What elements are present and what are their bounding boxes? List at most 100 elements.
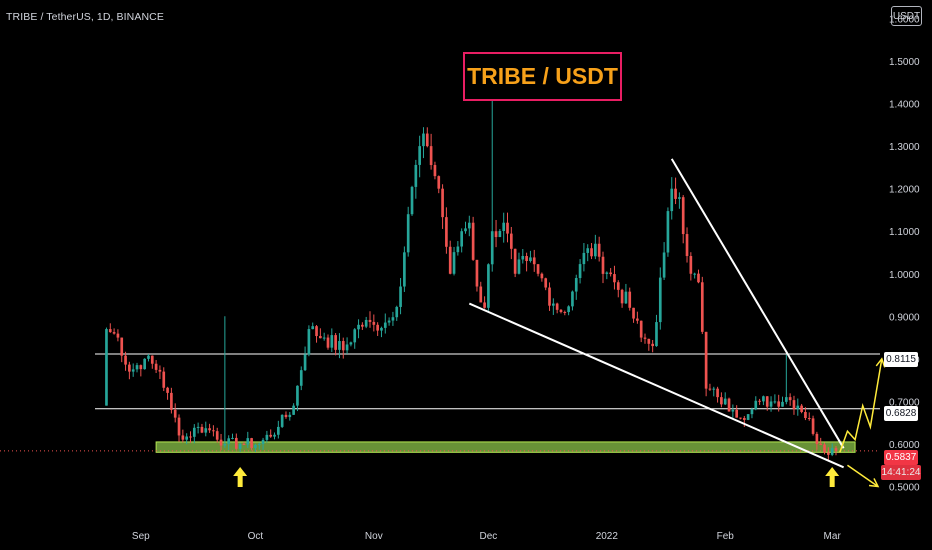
candle-body bbox=[735, 409, 739, 418]
candle-body bbox=[529, 257, 532, 261]
price-axis-label: 1.1000 bbox=[889, 227, 920, 238]
candle-body bbox=[208, 428, 211, 431]
time-axis-label: Mar bbox=[824, 531, 842, 542]
candle-body bbox=[754, 400, 758, 410]
candle-body bbox=[368, 319, 372, 322]
candle-body bbox=[697, 273, 700, 283]
candle-body bbox=[257, 443, 261, 445]
candle-body bbox=[540, 273, 544, 279]
candle-body bbox=[494, 231, 498, 238]
time-axis: Sep Oct Nov Dec 2022 Feb Mar bbox=[132, 531, 842, 542]
candle-body bbox=[410, 186, 414, 215]
candle-body bbox=[399, 286, 402, 307]
candle-body bbox=[765, 396, 769, 407]
candle-body bbox=[124, 355, 127, 365]
candle-body bbox=[192, 427, 196, 437]
candle-body bbox=[552, 303, 555, 306]
candle-body bbox=[319, 336, 322, 339]
candle-body bbox=[162, 371, 166, 388]
candle-body bbox=[223, 443, 227, 446]
candle-body bbox=[265, 434, 269, 440]
candle-body bbox=[234, 437, 238, 449]
candle-body bbox=[674, 188, 677, 199]
candle-body bbox=[685, 234, 689, 257]
candle-body bbox=[678, 197, 681, 199]
candle-body bbox=[784, 397, 788, 402]
time-axis-label: Dec bbox=[480, 531, 498, 542]
projections-layer bbox=[839, 357, 886, 488]
symbol-title: TRIBE / TetherUS, 1D, BINANCE bbox=[6, 11, 164, 23]
candle-body bbox=[700, 282, 704, 332]
candle-body bbox=[143, 358, 146, 370]
candle-body bbox=[742, 418, 746, 420]
candle-body bbox=[781, 401, 784, 407]
candle-body bbox=[460, 231, 464, 247]
price-axis-label: 1.2000 bbox=[889, 185, 920, 196]
candle-body bbox=[571, 291, 574, 307]
trendlines-layer bbox=[468, 158, 845, 469]
candle-body bbox=[441, 188, 444, 218]
candle-body bbox=[269, 434, 273, 437]
price-tag-last: 0.5837 bbox=[884, 450, 918, 465]
candle-body bbox=[616, 282, 620, 290]
candle-body bbox=[231, 437, 234, 439]
candle-body bbox=[467, 222, 471, 229]
candle-body bbox=[762, 396, 765, 402]
candle-body bbox=[681, 197, 685, 235]
candle-body bbox=[364, 319, 368, 327]
candle-body bbox=[173, 409, 177, 418]
candle-body bbox=[792, 400, 796, 410]
candle-body bbox=[418, 146, 421, 165]
candle-body bbox=[147, 355, 150, 359]
candle-body bbox=[425, 133, 429, 147]
price-axis-label: 1.5000 bbox=[889, 57, 920, 68]
candle-body bbox=[834, 448, 838, 451]
candle-body bbox=[456, 246, 460, 253]
candle-body bbox=[391, 317, 395, 321]
up-arrow-shape bbox=[825, 466, 840, 487]
candle-body bbox=[532, 257, 536, 265]
candle-body bbox=[819, 443, 823, 445]
candle-body bbox=[796, 405, 800, 410]
time-axis-label: Nov bbox=[365, 531, 383, 542]
candle-body bbox=[651, 343, 654, 347]
trendline-1 bbox=[468, 302, 845, 469]
candle-body bbox=[620, 289, 624, 304]
price-axis-label: 0.6000 bbox=[889, 440, 920, 451]
candle-body bbox=[479, 286, 483, 303]
candle-body bbox=[376, 324, 379, 331]
candle-body bbox=[196, 426, 200, 428]
candle-body bbox=[452, 252, 456, 274]
candle-body bbox=[383, 322, 387, 328]
up-arrow-icon bbox=[825, 466, 840, 487]
candle-body bbox=[326, 337, 330, 348]
candle-body bbox=[746, 414, 750, 420]
candle-body bbox=[487, 264, 490, 308]
candle-body bbox=[636, 318, 639, 321]
currency-selector[interactable]: USDT bbox=[891, 6, 922, 26]
candle-body bbox=[185, 436, 189, 440]
candle-body bbox=[777, 401, 781, 407]
candle-body bbox=[647, 338, 651, 344]
candle-body bbox=[154, 363, 158, 370]
candle-body bbox=[166, 387, 169, 393]
candle-body bbox=[563, 311, 567, 313]
candle-body bbox=[578, 264, 582, 279]
candle-body bbox=[498, 230, 502, 238]
candle-body bbox=[311, 326, 315, 330]
candle-body bbox=[135, 365, 139, 370]
up-arrow-shape bbox=[233, 466, 248, 487]
candle-body bbox=[299, 370, 303, 386]
candle-body bbox=[315, 326, 318, 337]
candle-body bbox=[227, 438, 231, 444]
candle-body bbox=[555, 303, 559, 310]
price-tag-resistance-1: 0.8115 bbox=[884, 352, 918, 367]
candle-body bbox=[594, 243, 597, 257]
candle-body bbox=[704, 331, 708, 389]
candle-body bbox=[567, 306, 570, 313]
candle-body bbox=[445, 217, 448, 247]
candle-body bbox=[334, 335, 337, 350]
price-tag-resistance-2: 0.6828 bbox=[884, 406, 918, 421]
candle-body bbox=[361, 324, 364, 327]
